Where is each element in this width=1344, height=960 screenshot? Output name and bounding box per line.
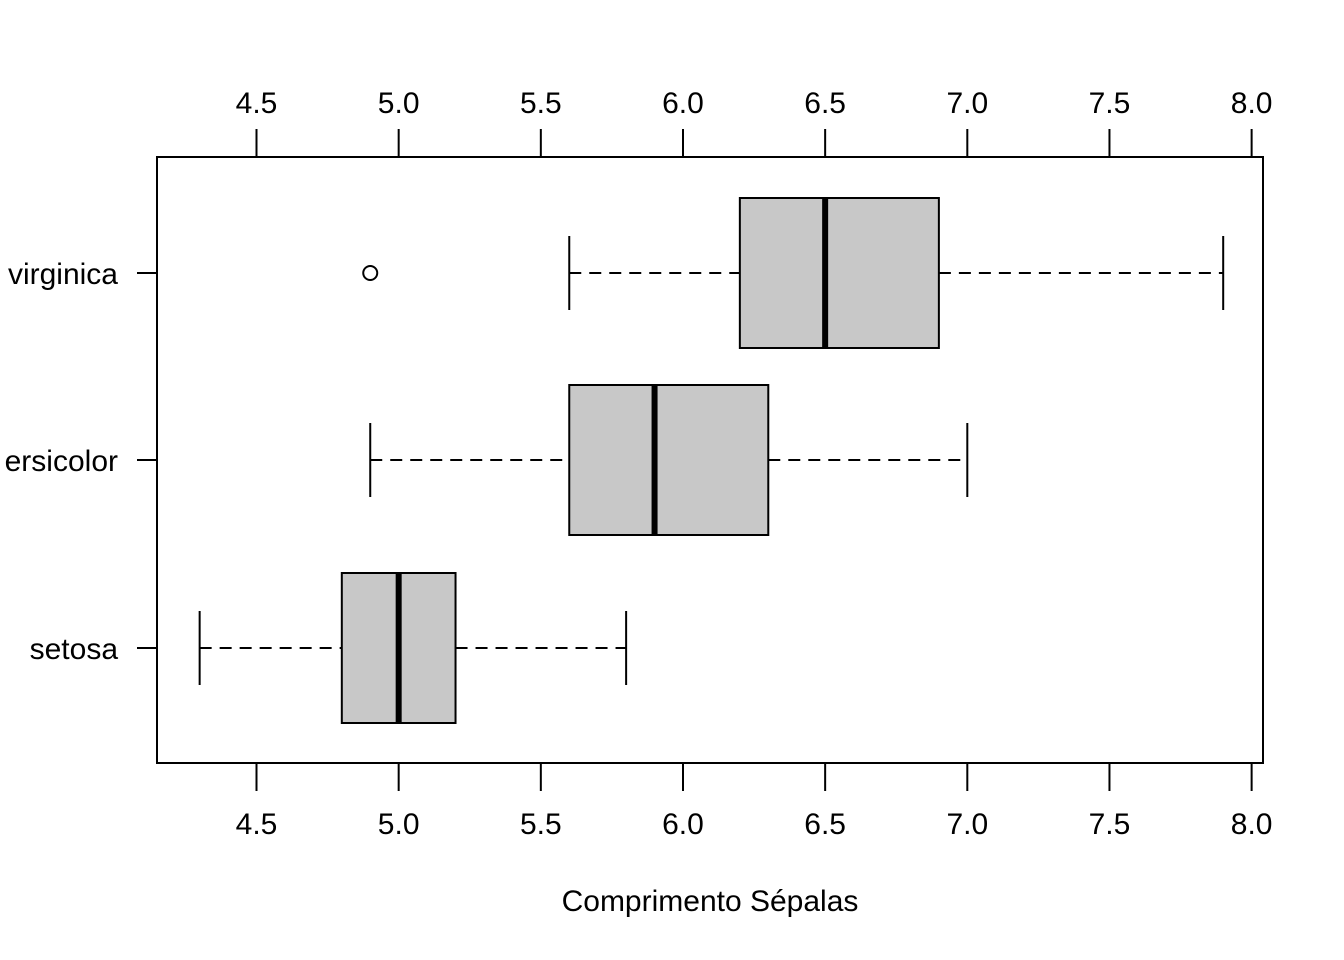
x-tick-label-bottom: 5.5 [520,808,562,841]
x-tick-label-top: 7.5 [1089,87,1131,120]
x-tick-label-top: 7.0 [946,87,988,120]
x-tick-label-bottom: 8.0 [1231,808,1273,841]
x-tick-label-bottom: 6.5 [804,808,846,841]
x-tick-label-bottom: 5.0 [378,808,420,841]
top-axis: 4.5 5.0 5.5 6.0 6.5 7.0 7.5 8.0 [236,87,1273,157]
x-tick-label-bottom: 7.5 [1089,808,1131,841]
category-label-versicolor: ersicolor [5,445,118,478]
box-virginica [362,197,1225,349]
x-tick-label-top: 6.0 [662,87,704,120]
box-setosa [198,572,628,724]
outlier-point [362,265,379,281]
x-tick-label-top: 4.5 [236,87,278,120]
box-versicolor [369,384,969,536]
bottom-axis: 4.5 5.0 5.5 6.0 6.5 7.0 7.5 8.0 [236,763,1273,841]
x-tick-label-bottom: 7.0 [946,808,988,841]
x-axis-label: Comprimento Sépalas [562,885,859,918]
category-label-virginica: virginica [8,258,118,291]
x-tick-label-top: 6.5 [804,87,846,120]
box-iqr [568,384,770,536]
x-tick-label-top: 5.5 [520,87,562,120]
x-tick-label-top: 8.0 [1231,87,1273,120]
category-label-setosa: setosa [30,633,119,666]
x-tick-label-bottom: 4.5 [236,808,278,841]
category-axis: setosa ersicolor virginica [5,258,157,666]
box-iqr [738,197,940,349]
x-tick-label-top: 5.0 [378,87,420,120]
boxes-layer [198,197,1225,724]
x-tick-label-bottom: 6.0 [662,808,704,841]
